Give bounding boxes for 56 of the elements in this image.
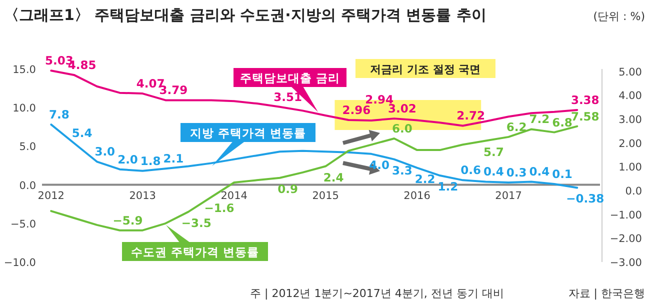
- data-label: 0.4: [483, 164, 504, 179]
- data-label: 0.9: [278, 182, 298, 196]
- y-tick-label: 5.0: [19, 141, 36, 154]
- data-label: 0.3: [506, 165, 527, 180]
- data-label: 2.4: [323, 170, 344, 184]
- data-label: 7.8: [48, 108, 70, 122]
- data-label: 3.3: [392, 163, 412, 178]
- chart-title: 〈그래프1〉 주택담보대출 금리와 수도권·지방의 주택가격 변동률 추이: [4, 6, 486, 24]
- data-label: 5.7: [483, 144, 504, 159]
- y-tick-label: 15.0: [12, 64, 36, 76]
- y2-tick-label: −3.00: [610, 257, 642, 269]
- x-tick-label: 2015: [312, 190, 339, 202]
- data-label: 7.58: [570, 109, 600, 124]
- data-label: 7.2: [529, 112, 550, 126]
- data-label: −5.9: [112, 213, 143, 228]
- x-tick-label: 2016: [404, 190, 431, 202]
- y2-tick-label: 0.0: [625, 186, 642, 198]
- data-label: 0.6: [460, 163, 481, 178]
- x-tick-label: 2013: [129, 190, 156, 202]
- data-label: 3.0: [94, 144, 116, 159]
- y2-tick-label: 4.00: [618, 90, 642, 102]
- y2-tick-label: 5.00: [618, 66, 642, 78]
- y2-tick-label: 3.00: [618, 114, 642, 126]
- data-label: 2.2: [414, 172, 436, 186]
- x-tick-label: 2014: [220, 190, 248, 202]
- text: (단위 : %): [593, 10, 645, 23]
- band-label: 저금리 기조 절정 국면: [370, 63, 481, 76]
- data-label: 5.4: [72, 126, 92, 140]
- y2-tick-label: 2.00: [618, 138, 642, 150]
- y-tick-label: −10.0: [4, 257, 36, 269]
- y2-tick-label: 1.00: [618, 162, 642, 174]
- data-label: 0.4: [529, 164, 550, 179]
- data-label: 2.0: [118, 152, 138, 166]
- data-label: 2.96: [342, 102, 371, 117]
- y-tick-label: 10.0: [12, 102, 36, 115]
- data-label: 4.0: [369, 158, 390, 172]
- series-label: 주택담보대출 금리: [240, 71, 340, 85]
- series-label: 수도권 주택가격 변동률: [130, 245, 260, 259]
- data-label: 3.38: [570, 92, 600, 107]
- text: 주 | 2012년 1분기~2017년 4분기, 전년 동기 대비: [250, 287, 504, 300]
- y2-tick-label: −1.00: [610, 209, 642, 222]
- data-label: 0.1: [552, 167, 572, 182]
- y-tick-label: 0.0: [19, 180, 36, 192]
- data-label: 3.51: [274, 90, 302, 104]
- data-label: −1.6: [204, 201, 234, 216]
- series-label: 지방 주택가격 변동률: [190, 126, 306, 140]
- data-label: 1.2: [438, 180, 458, 194]
- data-label: 6.2: [506, 120, 527, 134]
- data-label: 1.8: [140, 154, 161, 168]
- y2-tick-label: −2.00: [610, 233, 642, 246]
- data-label: 6.8: [552, 115, 572, 130]
- text: 자료 | 한국은행: [568, 287, 645, 300]
- y-tick-label: −5.0: [10, 218, 36, 230]
- x-tick-label: 2012: [38, 190, 65, 202]
- data-label: −0.38: [566, 192, 604, 206]
- x-tick-label: 2017: [495, 190, 522, 202]
